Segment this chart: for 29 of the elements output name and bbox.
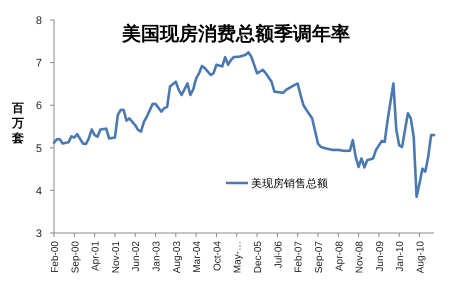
x-tick-label: Jun-02 — [131, 240, 142, 272]
x-tick-label: Sep-07 — [314, 240, 325, 274]
y-tick-label: 7 — [36, 58, 42, 70]
legend-label: 美现房销售总额 — [251, 177, 328, 190]
y-tick-label: 8 — [36, 15, 42, 27]
x-tick-label: Feb-07 — [294, 240, 305, 273]
x-tick-label: Sep-00 — [70, 240, 82, 274]
y-tick-label: 3 — [36, 228, 42, 240]
chart-title: 美国现房消费总额季调年率 — [121, 23, 350, 45]
x-tick-label: Apr-08 — [334, 240, 346, 272]
x-tick-label: Apr-01 — [90, 240, 102, 272]
x-tick-label: Mar-04 — [192, 240, 204, 273]
x-tick-label: Nov-01 — [110, 240, 122, 274]
x-tick-label: Feb-00 — [50, 240, 61, 273]
x-tick-label: Nov-08 — [354, 240, 366, 274]
y-tick-label: 6 — [36, 100, 42, 112]
line-series — [52, 51, 436, 198]
y-axis-title: 百万套 — [11, 101, 24, 145]
x-tick-label: Oct-04 — [212, 240, 224, 272]
x-tick-label: Jul-06 — [273, 240, 284, 268]
x-tick-label: Jun-09 — [374, 240, 386, 272]
x-tick-label: Jan-10 — [395, 240, 406, 272]
x-tick-label: May-… — [232, 241, 244, 274]
y-tick-label: 4 — [36, 185, 42, 198]
x-tick-label: Dec-05 — [253, 240, 264, 274]
x-tick-label: Aug-10 — [415, 240, 426, 274]
y-tick-label: 5 — [36, 142, 42, 155]
x-tick-label: Aug-03 — [172, 240, 183, 274]
x-tick-label: Jan-03 — [152, 240, 163, 272]
